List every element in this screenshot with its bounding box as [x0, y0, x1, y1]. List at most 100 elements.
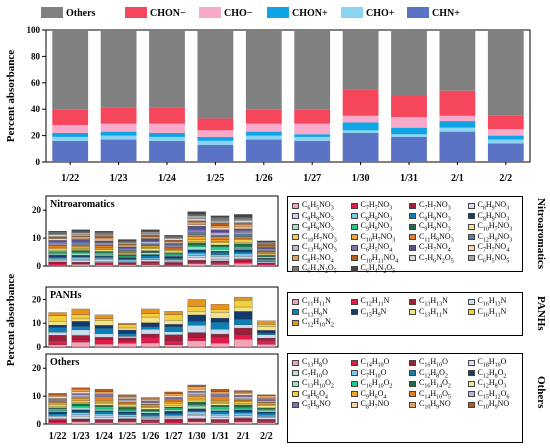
legend-formula: C12H10N2	[302, 317, 334, 329]
subplot-0-bar-segment	[141, 261, 160, 263]
legend-entry: C16H10O2	[350, 378, 392, 390]
main-bar-chon-0	[52, 109, 89, 126]
subplot-0-bar-segment	[187, 236, 206, 240]
subplot-0-bar-segment	[234, 217, 253, 220]
subplot-0-bar-segment	[118, 242, 137, 244]
subplot-0-bar-segment	[164, 261, 183, 263]
subplot-2-bar-segment	[210, 394, 230, 397]
subplot-1-bar-segment	[48, 321, 67, 326]
subplot-2-bar-segment	[118, 409, 137, 411]
subplot-2-bar-segment	[48, 399, 67, 402]
subplot-1-bar-segment	[71, 308, 90, 315]
legend-entry: C14H10O5	[409, 389, 451, 400]
subplot-0-bar-segment	[187, 255, 206, 258]
legend-entry: C7H10O	[350, 367, 387, 380]
subplot-0-bar-segment	[234, 259, 253, 262]
legend-formula: C7H7NO4	[477, 242, 510, 254]
legend-swatch-others	[41, 7, 63, 18]
subplot-0-bar-segment	[257, 264, 276, 267]
subplot-0-bar-segment	[210, 264, 230, 267]
subplot-0-bar-segment	[164, 244, 183, 247]
sub-x-tick-label: 1/31	[211, 431, 229, 442]
legend-formula: C7H10O	[360, 367, 387, 380]
subplot-0-bar-segment	[164, 241, 183, 244]
main-x-tick-label: 2/2	[499, 173, 512, 184]
subplot-0-bar-segment	[48, 243, 67, 245]
subplot-2-bar-segment	[48, 419, 67, 422]
legend-swatch	[409, 359, 416, 366]
main-bar-chon-9	[487, 135, 524, 140]
subplot-2-y-tick-label: 0	[37, 419, 42, 429]
legend-formula: C15H12O6	[477, 388, 510, 401]
subplot-2-bar-segment	[164, 399, 183, 403]
subplot-0-bar-segment	[187, 218, 206, 221]
subplot-1-bar-segment	[187, 340, 206, 348]
subplot-1-bar-segment	[118, 324, 137, 329]
subplot-2-bar-segment	[141, 409, 160, 411]
subplot-0-bar-segment	[187, 234, 206, 237]
legend-entry: C12H9NO3	[467, 232, 512, 243]
subplot-0-bar-segment	[234, 229, 253, 233]
subplot-0-bar-segment	[141, 252, 160, 255]
sub-x-tick-label: 2/1	[237, 431, 250, 442]
subplot-2-bar-segment	[164, 414, 183, 417]
main-bar-cho-9	[487, 129, 524, 136]
subplot-0-bar-segment	[234, 219, 253, 221]
subplot-0-bar-segment	[71, 243, 90, 246]
subplot-0-bar-segment	[210, 254, 230, 257]
legend-entry: C13H10O2	[292, 378, 334, 390]
subplot-0-bar-segment	[94, 259, 114, 262]
main-y-tick-label: 0	[36, 157, 41, 167]
subplot-2-bar-segment	[118, 403, 137, 405]
subplot-0-bar-segment	[71, 252, 90, 254]
subplot-frame-0	[45, 195, 279, 267]
subplot-2-bar-segment	[257, 407, 276, 410]
subplot-2-bar-segment	[141, 404, 160, 407]
legend-swatch	[409, 380, 416, 387]
subplot-2-bar-segment	[118, 401, 137, 404]
legend-entry: C14H10O	[350, 357, 389, 369]
legend-swatch-cho	[199, 7, 221, 18]
subplot-2-bar-segment	[210, 406, 230, 410]
subplot-2-bar-segment	[234, 418, 253, 421]
main-bar-cho-0	[52, 125, 89, 133]
legend-label-chon: CHON+	[292, 8, 328, 19]
subplot-0-bar-segment	[94, 236, 114, 239]
subplot-0-bar-segment	[164, 237, 183, 239]
main-bar-others-0	[52, 30, 89, 110]
subplot-2-bar-segment	[164, 403, 183, 406]
subplot-0-bar-segment	[164, 238, 183, 241]
subplot-0-bar-segment	[234, 233, 253, 237]
subplot-1-bar-segment	[118, 323, 137, 325]
subplot-2-bar-segment	[164, 406, 183, 409]
legend-swatch-chn	[407, 7, 429, 18]
subplot-0-bar-segment	[234, 239, 253, 243]
subplot-0-bar-segment	[141, 229, 160, 232]
legend-swatch	[409, 370, 416, 377]
subplot-1-bar-segment	[48, 327, 67, 333]
legend-formula: C8H9NO3	[302, 210, 334, 223]
subplot-2-bar-segment	[118, 418, 137, 421]
subplot-2-bar-segment	[210, 411, 230, 415]
subplot-2-bar-segment	[257, 413, 276, 416]
subplot-0-bar-segment	[187, 224, 206, 227]
legend-swatch	[467, 359, 475, 366]
panhs-legend: C11H11N C12H11N C13H13N C16H13N C13H9N C15H9N…	[287, 292, 523, 336]
subplot-0-bar-segment	[48, 238, 67, 241]
subplot-1-bar-segment	[210, 333, 230, 338]
legend-formula: C13H13N	[419, 296, 448, 308]
main-bar-chn-4	[245, 139, 282, 162]
legend-formula: C10H7NO3	[477, 221, 513, 233]
main-bar-cho-0	[52, 136, 89, 141]
subplot-0-bar-segment	[187, 226, 206, 230]
main-bar-others-1	[100, 30, 137, 108]
subplot-0-bar-segment	[48, 236, 67, 239]
subplot-0-bar-segment	[234, 248, 253, 250]
subplot-0-bar-segment	[210, 242, 230, 246]
subplot-2-bar-segment	[257, 416, 276, 418]
legend-swatch	[350, 370, 358, 377]
subplot-2-bar-segment	[234, 403, 253, 406]
subplot-1-bar-segment	[48, 315, 67, 322]
subplot-0-bar-segment	[48, 245, 67, 248]
subplot-0-bar-segment	[94, 247, 114, 250]
